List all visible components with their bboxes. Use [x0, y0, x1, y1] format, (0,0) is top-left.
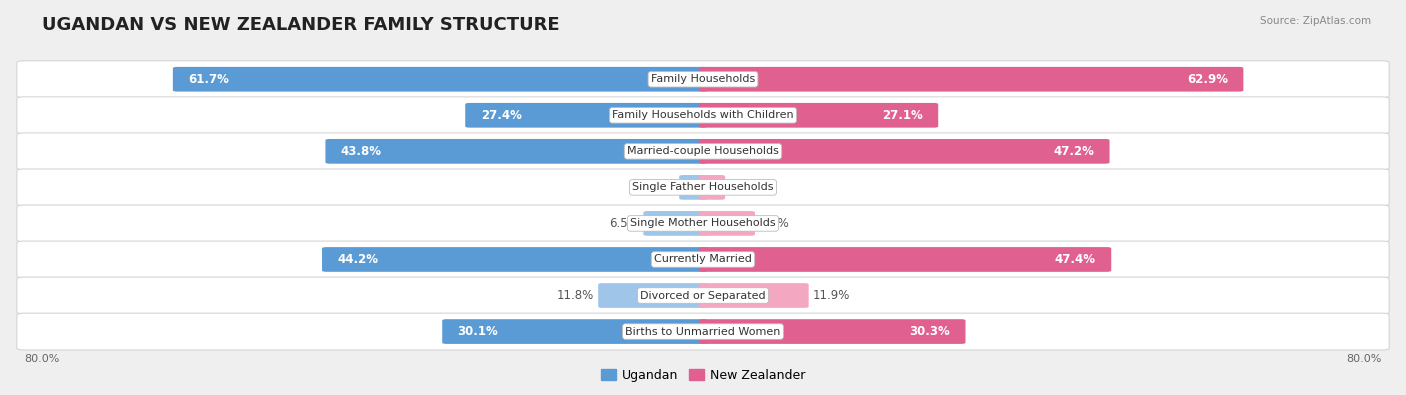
FancyBboxPatch shape [699, 319, 966, 344]
FancyBboxPatch shape [17, 205, 1389, 242]
Text: 44.2%: 44.2% [337, 253, 378, 266]
Text: 27.4%: 27.4% [481, 109, 522, 122]
FancyBboxPatch shape [17, 277, 1389, 314]
FancyBboxPatch shape [17, 169, 1389, 206]
FancyBboxPatch shape [699, 67, 1243, 92]
FancyBboxPatch shape [699, 247, 1111, 272]
Text: 47.2%: 47.2% [1053, 145, 1094, 158]
FancyBboxPatch shape [17, 313, 1389, 350]
FancyBboxPatch shape [173, 67, 707, 92]
Text: 30.3%: 30.3% [910, 325, 950, 338]
Text: 47.4%: 47.4% [1054, 253, 1095, 266]
Text: 6.5%: 6.5% [609, 217, 640, 230]
FancyBboxPatch shape [699, 211, 755, 236]
FancyBboxPatch shape [465, 103, 707, 128]
Legend: Ugandan, New Zealander: Ugandan, New Zealander [596, 364, 810, 387]
Text: UGANDAN VS NEW ZEALANDER FAMILY STRUCTURE: UGANDAN VS NEW ZEALANDER FAMILY STRUCTUR… [42, 16, 560, 34]
FancyBboxPatch shape [17, 97, 1389, 134]
Text: Currently Married: Currently Married [654, 254, 752, 265]
Text: Divorced or Separated: Divorced or Separated [640, 290, 766, 301]
Text: 11.9%: 11.9% [813, 289, 851, 302]
FancyBboxPatch shape [325, 139, 707, 164]
Text: 80.0%: 80.0% [1347, 354, 1382, 363]
FancyBboxPatch shape [699, 283, 808, 308]
Text: Births to Unmarried Women: Births to Unmarried Women [626, 327, 780, 337]
FancyBboxPatch shape [443, 319, 707, 344]
FancyBboxPatch shape [699, 139, 1109, 164]
FancyBboxPatch shape [644, 211, 707, 236]
Text: Source: ZipAtlas.com: Source: ZipAtlas.com [1260, 16, 1371, 26]
FancyBboxPatch shape [17, 133, 1389, 170]
FancyBboxPatch shape [679, 175, 707, 200]
Text: 30.1%: 30.1% [458, 325, 499, 338]
FancyBboxPatch shape [699, 103, 938, 128]
Text: 11.8%: 11.8% [557, 289, 593, 302]
FancyBboxPatch shape [17, 241, 1389, 278]
Text: Single Mother Households: Single Mother Households [630, 218, 776, 228]
Text: 5.6%: 5.6% [759, 217, 789, 230]
Text: 61.7%: 61.7% [188, 73, 229, 86]
FancyBboxPatch shape [322, 247, 707, 272]
Text: 80.0%: 80.0% [24, 354, 59, 363]
Text: 43.8%: 43.8% [340, 145, 382, 158]
FancyBboxPatch shape [17, 61, 1389, 98]
Text: 2.3%: 2.3% [645, 181, 675, 194]
Text: 62.9%: 62.9% [1187, 73, 1227, 86]
Text: Family Households: Family Households [651, 74, 755, 84]
Text: Married-couple Households: Married-couple Households [627, 146, 779, 156]
Text: 2.1%: 2.1% [730, 181, 759, 194]
Text: Family Households with Children: Family Households with Children [612, 110, 794, 120]
FancyBboxPatch shape [598, 283, 707, 308]
Text: Single Father Households: Single Father Households [633, 182, 773, 192]
Text: 27.1%: 27.1% [882, 109, 922, 122]
FancyBboxPatch shape [699, 175, 725, 200]
